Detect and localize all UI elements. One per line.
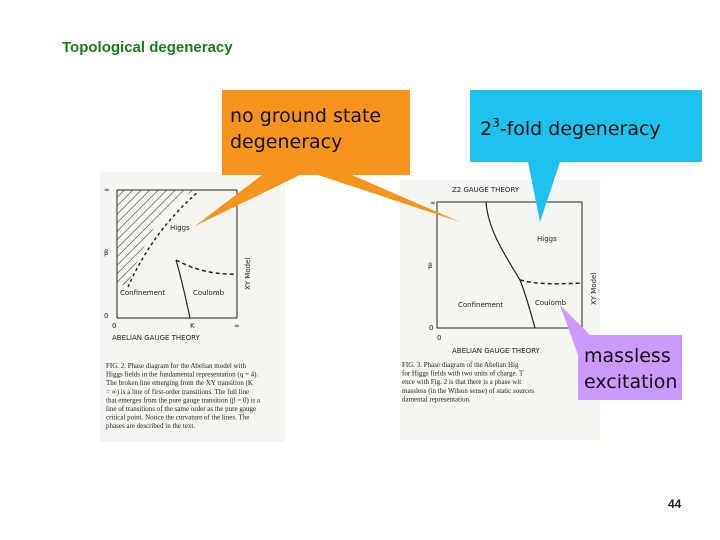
caption-line: phases are described in the text. bbox=[106, 422, 195, 430]
caption-line: ence with Fig. 2 is that there is a phas… bbox=[402, 378, 521, 386]
callout-shape bbox=[470, 90, 702, 222]
phase-line bbox=[175, 259, 238, 275]
axis-label: ∞ bbox=[104, 186, 110, 194]
region-label: Higgs bbox=[170, 224, 190, 232]
callout-rest: -fold degeneracy bbox=[500, 118, 661, 140]
callout-pointer bbox=[318, 175, 460, 222]
callout-base: 2 bbox=[480, 118, 492, 140]
callout-line: no ground state bbox=[230, 105, 381, 127]
caption-line: = ∞) is a line of first-order transition… bbox=[106, 388, 249, 396]
caption-line: line of transitions of the same order as… bbox=[106, 405, 256, 413]
caption-line: The broken line emerging from the XY tra… bbox=[106, 379, 253, 387]
caption-line: Higgs fields in the fundamental represen… bbox=[106, 371, 259, 379]
callout-bottom: massless excitation bbox=[560, 305, 682, 400]
figure-1: ∞ β Higgs Confinement Coulomb XY Model 0… bbox=[100, 172, 285, 442]
phase-line bbox=[175, 259, 191, 319]
axis-label: ∞ bbox=[430, 199, 436, 207]
slide-title: Topological degeneracy bbox=[62, 39, 233, 56]
callout-line: massless bbox=[584, 345, 671, 367]
callout-text: massless excitation bbox=[584, 345, 677, 393]
axis-label: β bbox=[104, 249, 108, 257]
figure-background bbox=[400, 180, 600, 440]
caption-line: damental representation. bbox=[402, 395, 471, 403]
axis-label: β bbox=[428, 262, 432, 270]
axis-title: ABELIAN GAUGE THEORY bbox=[452, 347, 541, 355]
caption-line: FIG. 2. Phase diagram for the Abelian mo… bbox=[106, 362, 246, 370]
axis-box bbox=[436, 201, 583, 329]
caption: FIG. 3. Phase diagram of the Abelian Hig… bbox=[402, 361, 534, 403]
page-number: 44 bbox=[668, 497, 682, 511]
callout-text: no ground state degeneracy bbox=[230, 105, 387, 153]
region-label: Coulomb bbox=[193, 289, 225, 297]
callout-exponent: 3 bbox=[492, 116, 500, 130]
caption: FIG. 2. Phase diagram for the Abelian mo… bbox=[106, 362, 261, 430]
caption-line: that emerges from the pure gauge transit… bbox=[106, 396, 261, 404]
caption-line: critical point. Notice the curvature of … bbox=[106, 414, 249, 422]
phase-line bbox=[485, 201, 536, 329]
region-label: Confinement bbox=[458, 301, 503, 309]
axis-label: 0 bbox=[104, 312, 108, 320]
axis-label: XY Model bbox=[590, 273, 598, 305]
axis-label: 0 bbox=[429, 324, 433, 332]
callout-left: no ground state degeneracy bbox=[195, 90, 460, 226]
region-label: Higgs bbox=[537, 235, 557, 243]
callout-line: degeneracy bbox=[230, 131, 342, 153]
figure-2: Z2 GAUGE THEORY ∞ β Higgs Confinement Co… bbox=[400, 180, 600, 440]
region-label: Coulomb bbox=[535, 299, 567, 307]
axis-label: 0 bbox=[437, 334, 441, 342]
callout-shape bbox=[560, 305, 682, 400]
axis-label: K bbox=[190, 322, 195, 330]
caption-line: massless (in the Wilson sense) of static… bbox=[402, 387, 534, 395]
axis-label: 0 bbox=[112, 322, 116, 330]
caption-line: for Higgs fields with two units of charg… bbox=[402, 370, 524, 378]
axis-label: Z2 GAUGE THEORY bbox=[452, 186, 520, 194]
caption-line: FIG. 3. Phase diagram of the Abelian Hig bbox=[402, 361, 519, 369]
hatched-region bbox=[117, 190, 195, 285]
axis-title: ABELIAN GAUGE THEORY bbox=[112, 334, 201, 342]
callout-shape bbox=[195, 90, 410, 226]
axis-label: XY Model bbox=[244, 258, 252, 290]
phase-line bbox=[127, 191, 199, 288]
axis-label: ∞ bbox=[234, 322, 240, 330]
callout-middle: 23-fold degeneracy bbox=[470, 90, 702, 222]
phase-line bbox=[519, 279, 583, 285]
callout-text: 23-fold degeneracy bbox=[480, 116, 661, 140]
region-label: Confinement bbox=[120, 289, 165, 297]
callout-line: excitation bbox=[584, 371, 677, 393]
